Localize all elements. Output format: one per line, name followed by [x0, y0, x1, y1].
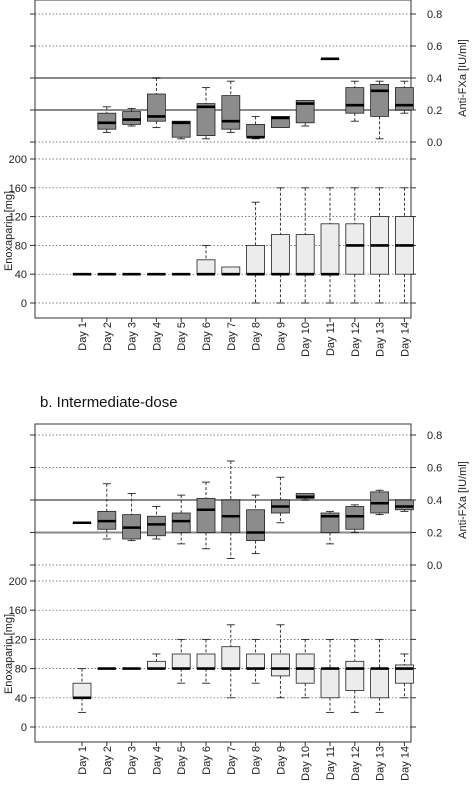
- dose-box: [295, 234, 315, 275]
- dose-box: [345, 223, 365, 275]
- dose-box: [270, 653, 290, 677]
- x-axis-tick-label: Day 2: [102, 746, 114, 775]
- antifxa-box: [221, 95, 241, 130]
- x-axis-tick-label: Day 7: [226, 322, 238, 351]
- x-axis-tick-label: Day 13: [375, 322, 387, 357]
- x-axis-tick-label: Day 11: [325, 746, 337, 780]
- plot-frame: [34, 423, 412, 743]
- left-axis-title: Enoxaparin [mg]: [3, 614, 15, 694]
- left-axis-tick-label: 0: [21, 298, 27, 310]
- antifxa-box: [295, 100, 315, 124]
- right-axis-tick-label: 0.0: [427, 137, 442, 149]
- antifxa-box: [196, 103, 216, 136]
- right-axis-title: Anti-FXa [IU/ml]: [457, 39, 469, 117]
- right-axis-tick-label: 0.6: [427, 41, 442, 53]
- left-axis-tick-label: 160: [9, 183, 27, 195]
- antifxa-box: [196, 497, 216, 533]
- right-axis-tick-label: 0.6: [427, 463, 442, 475]
- x-axis-tick-label: Day 10: [300, 746, 312, 781]
- x-axis-tick-label: Day 6: [201, 322, 213, 351]
- dose-box: [270, 234, 290, 275]
- antifxa-box: [320, 512, 340, 533]
- left-axis-tick-label: 160: [9, 605, 27, 617]
- x-axis-tick-label: Day 2: [102, 322, 114, 351]
- antifxa-box: [146, 93, 166, 122]
- x-axis-tick-label: Day 13: [375, 746, 387, 781]
- x-axis-tick-label: Day 12: [350, 322, 362, 357]
- dose-box: [196, 259, 216, 275]
- dose-box: [370, 668, 390, 699]
- left-axis-tick-label: 200: [9, 576, 27, 588]
- x-axis-tick-label: Day 11: [325, 322, 337, 356]
- x-axis-tick-label: Day 5: [176, 322, 188, 351]
- x-axis-tick-label: Day 1: [77, 746, 89, 775]
- x-axis-tick-label: Day 1: [77, 322, 89, 351]
- x-axis-tick-label: Day 10: [300, 322, 312, 357]
- right-axis-tick-label: 0.4: [427, 495, 442, 507]
- x-axis-tick-label: Day 8: [251, 322, 263, 351]
- dose-box: [320, 223, 340, 275]
- x-axis-tick-label: Day 3: [127, 746, 139, 775]
- left-axis-tick-label: 80: [15, 664, 27, 676]
- left-axis-tick-label: 40: [15, 693, 27, 705]
- antifxa-box: [246, 509, 266, 542]
- dose-box: [171, 653, 191, 670]
- antifxa-box: [171, 120, 191, 138]
- left-axis-tick-label: 120: [9, 634, 27, 646]
- antifxa-box: [370, 84, 390, 117]
- right-axis-tick-label: 0.8: [427, 9, 442, 21]
- dose-box: [320, 668, 340, 699]
- chart-panel-2: 0.0 0.2 0.4 0.6 0.8 0 40 80 120 160 200 Enoxaparin …: [3, 423, 469, 781]
- left-axis-tick-label: 120: [9, 212, 27, 224]
- dose-box: [246, 244, 266, 275]
- left-axis-tick-label: 0: [21, 722, 27, 734]
- right-axis-tick-label: 0.2: [427, 105, 442, 117]
- chart-panel-1: 0.0 0.2 0.4 0.6 0.8 0 40 80 120 160 200 Enoxaparin …: [3, 0, 469, 357]
- antifxa-box: [394, 499, 414, 511]
- x-axis-tick-label: Day 5: [176, 746, 188, 775]
- right-axis-tick-label: 0.0: [427, 560, 442, 572]
- x-axis-tick-label: Day 4: [151, 746, 163, 775]
- panel-b-title: b. Intermediate-dose: [40, 394, 178, 411]
- left-axis-title: Enoxaparin [mg]: [3, 191, 15, 271]
- x-axis-tick-label: Day 9: [275, 746, 287, 775]
- dose-box: [246, 653, 266, 670]
- antifxa-box: [270, 116, 290, 129]
- x-axis-tick-label: Day 6: [201, 746, 213, 775]
- right-axis-title: Anti-FXa [IU/ml]: [457, 461, 469, 539]
- x-axis-tick-label: Day 14: [399, 746, 411, 781]
- antifxa-box: [122, 111, 141, 125]
- left-axis-tick-label: 40: [15, 269, 27, 281]
- right-axis-tick-label: 0.2: [427, 528, 442, 540]
- right-axis-tick-label: 0.8: [427, 430, 442, 442]
- dose-box: [196, 653, 216, 670]
- antifxa-box: [171, 512, 191, 533]
- dose-box: [345, 660, 365, 691]
- dose-box: [221, 646, 241, 670]
- x-axis-tick-label: Day 9: [275, 322, 287, 351]
- right-axis-tick-label: 0.4: [427, 73, 442, 85]
- left-axis-tick-label: 200: [9, 154, 27, 166]
- antifxa-box: [345, 506, 365, 530]
- x-axis-tick-label: Day 7: [226, 746, 238, 775]
- x-axis-tick-label: Day 14: [399, 322, 411, 357]
- antifxa-box: [345, 87, 365, 114]
- left-axis-tick-label: 80: [15, 240, 27, 252]
- x-axis-tick-label: Day 4: [151, 322, 163, 351]
- x-axis-tick-label: Day 12: [350, 746, 362, 781]
- x-axis-tick-label: Day 8: [251, 746, 263, 775]
- x-axis-tick-label: Day 3: [127, 322, 139, 351]
- antifxa-box: [394, 87, 414, 111]
- antifxa-box: [246, 124, 266, 138]
- antifxa-box: [146, 515, 166, 537]
- dose-box: [72, 682, 92, 699]
- antifxa-box: [97, 112, 117, 130]
